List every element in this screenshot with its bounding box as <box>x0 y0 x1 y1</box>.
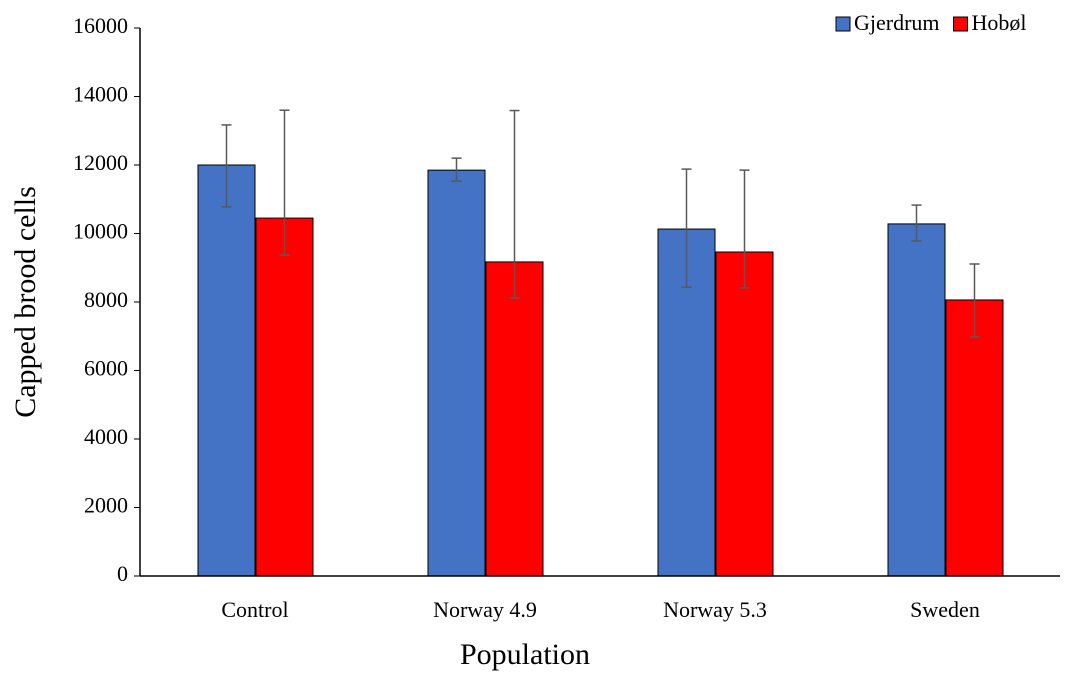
y-tick-label: 12000 <box>73 150 128 175</box>
x-tick-label: Norway 5.3 <box>663 597 767 622</box>
y-tick-label: 0 <box>117 561 128 586</box>
bar <box>255 217 314 577</box>
bar <box>887 223 946 577</box>
y-tick-label: 14000 <box>73 82 128 107</box>
legend-swatch <box>835 16 851 32</box>
bar <box>945 299 1004 577</box>
legend-label: Gjerdrum <box>854 10 940 35</box>
y-tick-label: 16000 <box>73 13 128 38</box>
legend-swatch <box>953 16 969 32</box>
y-tick-label: 10000 <box>73 219 128 244</box>
bar <box>197 164 256 577</box>
y-axis-title: Capped brood cells <box>9 186 42 418</box>
bar <box>715 251 774 577</box>
x-tick-label: Sweden <box>910 597 980 622</box>
y-tick-label: 6000 <box>84 356 128 381</box>
legend-label: Hobøl <box>972 10 1027 35</box>
x-axis-title: Population <box>460 638 590 671</box>
y-tick-label: 2000 <box>84 493 128 518</box>
x-tick-label: Control <box>221 597 288 622</box>
bar <box>427 169 486 577</box>
y-tick-label: 8000 <box>84 287 128 312</box>
y-tick-label: 4000 <box>84 424 128 449</box>
x-tick-label: Norway 4.9 <box>433 597 537 622</box>
bar <box>485 261 544 577</box>
